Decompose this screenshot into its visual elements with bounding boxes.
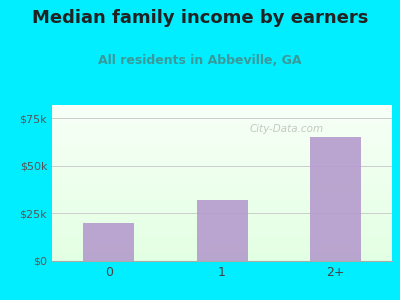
Text: Median family income by earners: Median family income by earners (32, 9, 368, 27)
Text: City-Data.com: City-Data.com (249, 124, 323, 134)
Bar (196, 200, 248, 261)
Bar (310, 137, 361, 261)
Bar (83, 223, 134, 261)
Text: All residents in Abbeville, GA: All residents in Abbeville, GA (98, 54, 302, 67)
